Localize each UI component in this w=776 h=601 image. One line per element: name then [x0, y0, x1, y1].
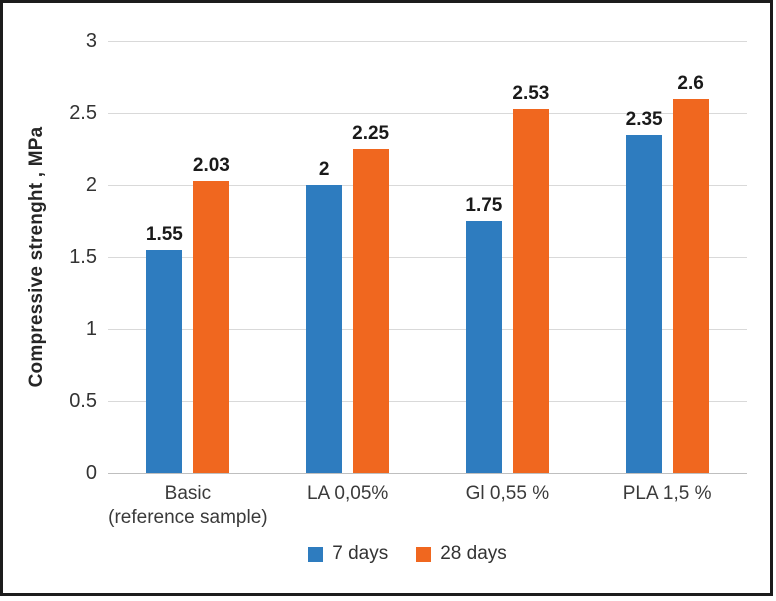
bar-group: 1.55 2.03	[108, 41, 268, 473]
bar-7-days	[146, 249, 183, 473]
bar-28-days	[512, 108, 549, 473]
bar-group: 2.35 2.6	[587, 41, 747, 473]
legend: 7 days 28 days	[88, 543, 727, 565]
category-label-line: PLA 1,5 %	[622, 483, 712, 504]
bar-with-label: 2.6	[672, 72, 709, 473]
legend-label: 7 days	[332, 543, 389, 564]
bar-28-days	[193, 180, 230, 473]
bar-with-label: 2.25	[352, 123, 389, 473]
data-label: 2.53	[512, 82, 550, 104]
category-label: PLA 1,5 %	[587, 482, 747, 506]
category-label-line: (reference sample)	[108, 507, 268, 528]
gridline	[108, 329, 747, 330]
x-axis-line	[108, 473, 747, 474]
legend-item-28-days: 28 days	[416, 543, 507, 565]
bar-group: 2 2.25	[268, 41, 428, 473]
legend-swatch-28-days	[416, 546, 432, 562]
y-axis-tick-label: 0	[85, 462, 97, 484]
bar-with-label: 2.03	[193, 155, 230, 473]
data-label: 2.03	[192, 154, 230, 176]
gridline	[108, 185, 747, 186]
y-axis-tick-label: 1.5	[69, 246, 97, 268]
bar-28-days	[672, 98, 709, 473]
bar-with-label: 1.55	[146, 224, 183, 473]
y-axis-tick-label: 3	[85, 30, 97, 52]
gridline	[108, 113, 747, 114]
bar-with-label: 2.53	[512, 83, 549, 473]
bar-with-label: 2.35	[626, 109, 663, 473]
legend-swatch-7-days	[308, 546, 324, 562]
data-label: 2.25	[352, 123, 390, 144]
category-label: Gl 0,55 %	[428, 482, 588, 506]
legend-item-7-days: 7 days	[308, 543, 388, 565]
bar-with-label: 1.75	[465, 195, 502, 473]
bar-group: 1.75 2.53	[428, 41, 588, 473]
bar-7-days	[626, 134, 663, 473]
bar-with-label: 2	[306, 159, 343, 473]
y-axis-tick-label: 1	[85, 318, 97, 340]
bar-7-days	[306, 185, 343, 473]
data-label: 1.55	[145, 223, 183, 245]
legend-label: 28 days	[440, 543, 507, 564]
gridline	[108, 41, 747, 42]
category-label-line: Gl 0,55 %	[465, 483, 550, 504]
y-axis-tick-label: 0.5	[69, 390, 97, 412]
category-label-line: LA 0,05%	[306, 483, 389, 504]
data-label: 2.35	[625, 108, 663, 130]
x-axis-labels: Basic (reference sample) LA 0,05% Gl 0,55 %…	[108, 482, 747, 534]
y-axis-tick-label: 2.5	[69, 102, 97, 124]
category-label-line: Basic	[164, 483, 212, 504]
data-label: 2.6	[677, 72, 704, 94]
data-label: 1.75	[465, 195, 503, 216]
gridline	[108, 401, 747, 402]
data-label: 2	[318, 159, 330, 180]
category-label: Basic (reference sample)	[108, 482, 268, 530]
category-label: LA 0,05%	[268, 482, 428, 506]
y-axis-tick-label: 2	[85, 174, 97, 196]
gridline	[108, 257, 747, 258]
bar-28-days	[352, 149, 389, 473]
bar-7-days	[465, 221, 502, 473]
plot-area: 1.55 2.03 2 2.25 1.75 2.53 2.35 2.6	[108, 41, 747, 474]
